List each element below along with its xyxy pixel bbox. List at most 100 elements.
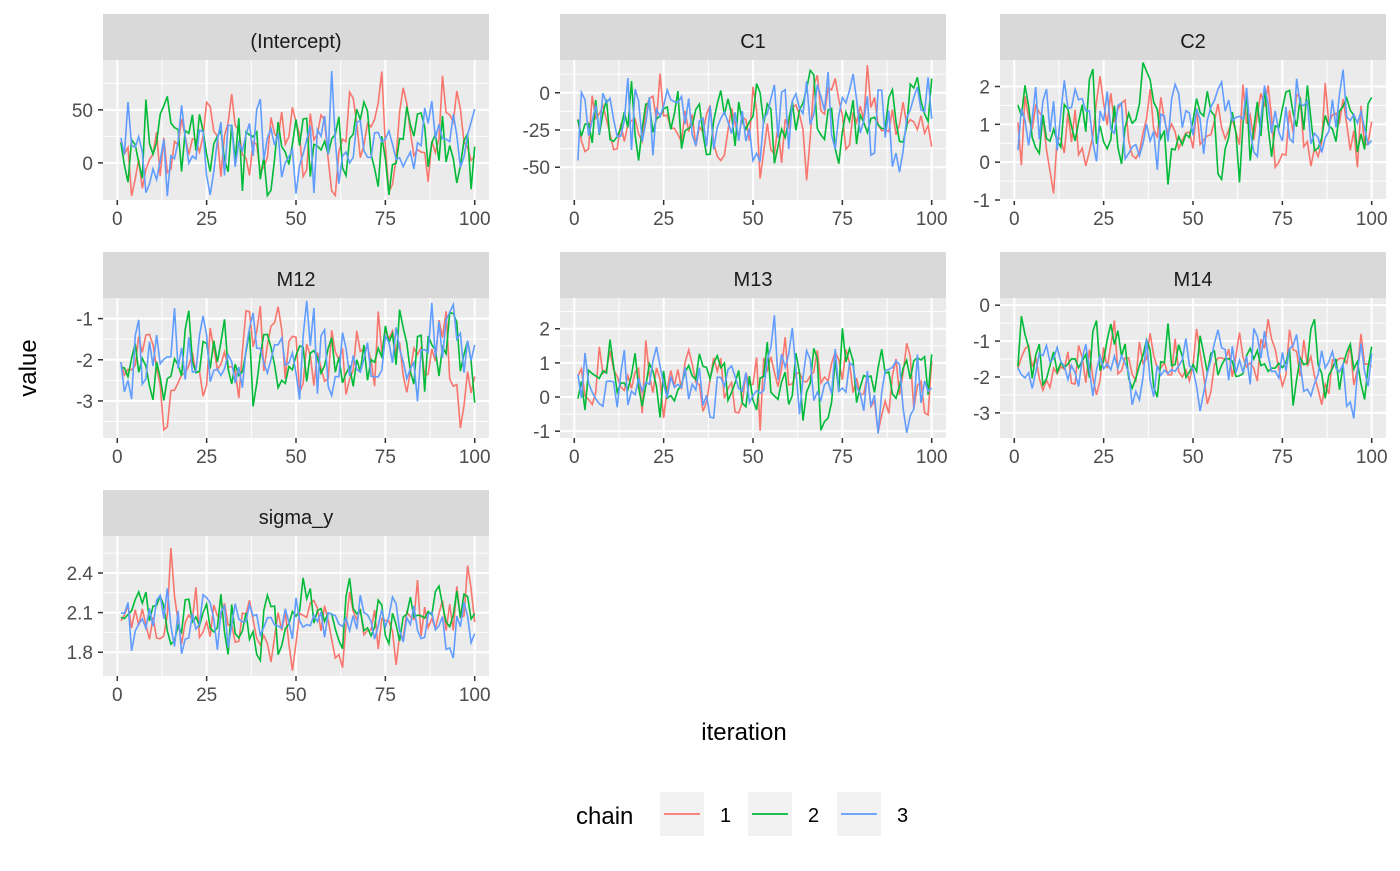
facet-panel: M13 0 25 50 75 100 -1 0 1 2 (533, 252, 948, 468)
trace-line-chain-2 (1017, 62, 1373, 185)
x-tick-label: 75 (832, 209, 853, 230)
y-tick-label: 1 (979, 115, 990, 136)
x-tick-label: 100 (916, 209, 948, 230)
x-tick-label: 25 (653, 209, 674, 230)
legend-label: 1 (720, 805, 731, 827)
facet-title: M14 (1174, 269, 1213, 291)
facet-title: M12 (277, 269, 316, 291)
facet-strip (103, 14, 489, 60)
x-tick-label: 100 (1356, 447, 1388, 468)
facet-title: (Intercept) (250, 31, 341, 53)
facet-panel: C2 0 25 50 75 100 -1 0 1 2 (973, 14, 1388, 230)
x-tick-label: 50 (285, 685, 306, 706)
x-axis-label: iteration (701, 719, 786, 746)
facet-strip (1000, 252, 1386, 298)
x-tick-label: 0 (569, 447, 580, 468)
trace-line-chain-3 (120, 70, 476, 197)
facet-panel: (Intercept) 0 25 50 75 100 0 50 (72, 14, 491, 230)
y-tick-label: 2.4 (67, 564, 94, 585)
trace-line-chain-3 (1017, 328, 1373, 419)
y-tick-label: -3 (973, 404, 990, 425)
y-tick-label: -2 (973, 368, 990, 389)
x-tick-label: 75 (1272, 209, 1293, 230)
y-tick-label: 0 (539, 388, 550, 409)
facet-title: C2 (1180, 31, 1206, 53)
y-tick-label: 2.1 (67, 604, 93, 625)
legend: 1 2 3 (660, 792, 908, 836)
x-tick-label: 0 (112, 685, 123, 706)
x-tick-label: 0 (1009, 447, 1020, 468)
x-tick-label: 50 (742, 447, 763, 468)
facet-strip (103, 252, 489, 298)
facet-strip (560, 252, 946, 298)
x-tick-label: 75 (375, 685, 396, 706)
x-tick-label: 75 (832, 447, 853, 468)
x-tick-label: 100 (459, 447, 491, 468)
y-tick-label: 0 (979, 153, 990, 174)
facet-strip (1000, 14, 1386, 60)
facet-title: M13 (734, 269, 773, 291)
x-tick-label: 25 (196, 209, 217, 230)
facet-title: sigma_y (259, 507, 333, 529)
x-tick-label: 75 (1272, 447, 1293, 468)
y-tick-label: 1.8 (67, 643, 93, 664)
x-tick-label: 50 (742, 209, 763, 230)
y-tick-label: 2 (539, 320, 550, 341)
y-tick-label: 1 (539, 354, 550, 375)
y-tick-label: -1 (973, 332, 990, 353)
y-tick-label: -3 (76, 392, 93, 413)
y-axis-label: value (15, 339, 42, 396)
trace-line-chain-3 (120, 588, 476, 659)
trace-line-chain-3 (1017, 69, 1373, 170)
trace-line-chain-2 (577, 328, 933, 431)
facet-panel: M14 0 25 50 75 100 -3 -2 -1 0 (973, 252, 1388, 468)
x-tick-label: 50 (1182, 447, 1203, 468)
x-tick-label: 50 (285, 209, 306, 230)
x-tick-label: 0 (112, 209, 123, 230)
x-tick-label: 25 (1093, 209, 1114, 230)
x-tick-label: 75 (375, 209, 396, 230)
x-tick-label: 100 (1356, 209, 1388, 230)
y-tick-label: -1 (533, 422, 550, 443)
y-tick-label: 50 (72, 101, 93, 122)
facet-title: C1 (740, 31, 766, 53)
y-tick-label: 0 (979, 296, 990, 317)
y-tick-label: -2 (76, 351, 93, 372)
y-tick-label: -50 (523, 158, 550, 179)
x-tick-label: 25 (196, 447, 217, 468)
trace-line-chain-2 (120, 309, 476, 407)
y-tick-label: 2 (979, 77, 990, 98)
y-tick-label: -25 (523, 121, 550, 142)
facet-strip (560, 14, 946, 60)
x-tick-label: 25 (1093, 447, 1114, 468)
trace-line-chain-3 (577, 71, 933, 173)
y-tick-label: -1 (973, 191, 990, 212)
x-tick-label: 0 (569, 209, 580, 230)
x-tick-label: 0 (112, 447, 123, 468)
legend-label: 2 (808, 805, 819, 827)
legend-label: 3 (897, 805, 908, 827)
y-tick-label: 0 (539, 84, 550, 105)
x-tick-label: 25 (196, 685, 217, 706)
x-tick-label: 25 (653, 447, 674, 468)
trace-line-chain-3 (120, 300, 476, 402)
trace-line-chain-2 (1017, 315, 1373, 406)
y-tick-label: -1 (76, 310, 93, 331)
x-tick-label: 75 (375, 447, 396, 468)
facet-panel: C1 0 25 50 75 100 -50 -25 0 (523, 14, 948, 230)
x-tick-label: 50 (1182, 209, 1203, 230)
facet-panel: M12 0 25 50 75 100 -3 -2 -1 (76, 252, 491, 468)
trace-line-chain-2 (577, 68, 933, 164)
facet-panel: sigma_y 0 25 50 75 100 1.8 2.1 2.4 (67, 490, 491, 706)
trace-line-chain-2 (120, 96, 476, 198)
x-tick-label: 50 (285, 447, 306, 468)
facet-strip (103, 490, 489, 536)
x-tick-label: 100 (459, 685, 491, 706)
x-tick-label: 100 (459, 209, 491, 230)
x-tick-label: 0 (1009, 209, 1020, 230)
legend-title: chain (576, 803, 633, 830)
trace-line-chain-3 (577, 315, 933, 434)
x-tick-label: 100 (916, 447, 948, 468)
